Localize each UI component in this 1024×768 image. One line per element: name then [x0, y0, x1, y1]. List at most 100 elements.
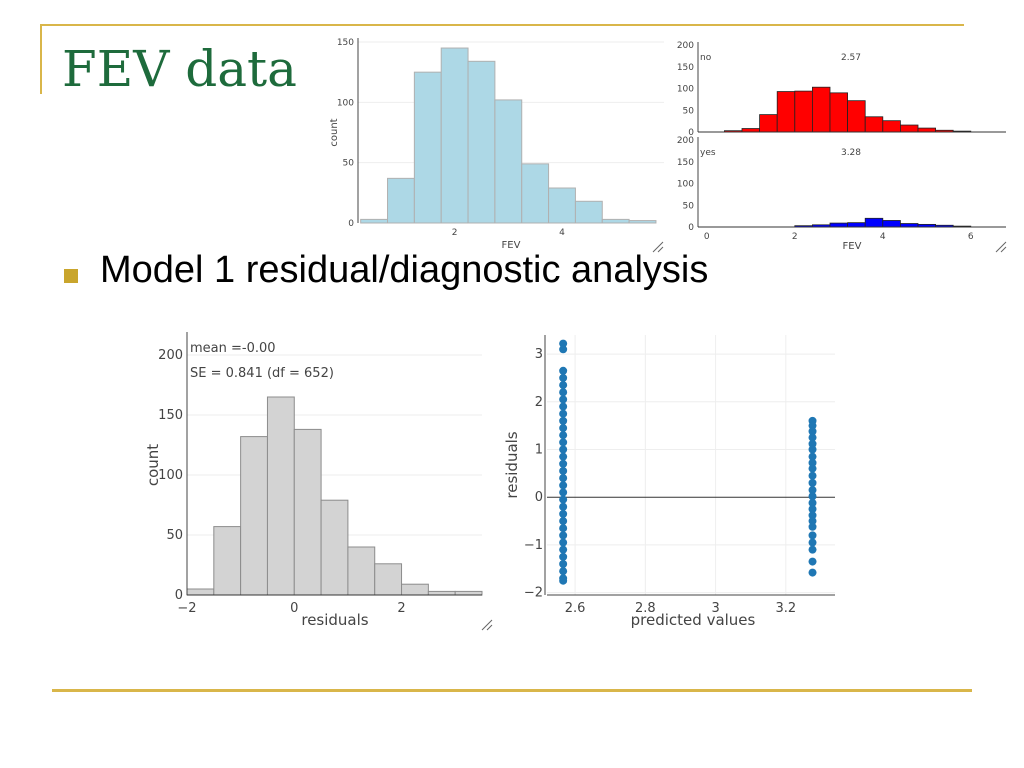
- fev-by-smoke-chart: 0 50 100 150 200 no 2.57 0 50 100 150 200 yes 3.28 0 2 4…: [677, 41, 1007, 253]
- scatter-point: [808, 452, 817, 461]
- y-tick-label: 0: [175, 588, 183, 603]
- x-tick-label: 0: [290, 601, 298, 616]
- scatter-point: [808, 557, 817, 566]
- histogram-bar: [899, 124, 919, 133]
- y-tick-label: 200: [677, 136, 694, 146]
- histogram-bar: [829, 92, 849, 133]
- scatter-point: [559, 373, 568, 382]
- scatter-point: [559, 431, 568, 440]
- y-tick-label: 50: [343, 159, 355, 169]
- y-tick-label: 0: [688, 128, 694, 138]
- scatter-point: [559, 345, 568, 354]
- x-tick-label: 6: [968, 232, 974, 242]
- x-tick-label: 2.8: [635, 601, 656, 616]
- scatter-point: [559, 552, 568, 561]
- y-tick-label: 200: [158, 348, 183, 363]
- annotation-se: SE = 0.841 (df = 652): [190, 366, 334, 381]
- x-tick-label: 3: [711, 601, 719, 616]
- histogram-bar: [401, 583, 429, 596]
- scatter-point: [559, 366, 568, 375]
- histogram-bar: [440, 47, 469, 224]
- scatter-point: [559, 452, 568, 461]
- histogram-bar: [467, 60, 496, 224]
- histogram-bar: [293, 428, 322, 596]
- x-tick-label: −2: [177, 601, 196, 616]
- scatter-point: [808, 517, 817, 526]
- bullet-text: Model 1 residual/diagnostic analysis: [100, 249, 709, 291]
- scatter-point: [808, 433, 817, 442]
- histogram-bar: [759, 114, 778, 133]
- panel-label: yes: [700, 148, 716, 158]
- y-tick-label: 150: [677, 63, 694, 73]
- scatter-point: [559, 488, 568, 497]
- histogram-bar: [494, 99, 523, 224]
- scatter-point: [808, 427, 817, 436]
- histogram-bar: [847, 100, 866, 133]
- bullet-marker: [64, 269, 78, 283]
- y-axis-label: residuals: [503, 431, 521, 498]
- histogram-bar: [360, 218, 389, 224]
- y-tick-label: 150: [677, 158, 694, 168]
- scatter-point: [559, 388, 568, 397]
- resize-handle-icon: [995, 241, 1007, 253]
- scatter-point: [808, 531, 817, 540]
- y-axis-label: count: [329, 118, 340, 146]
- scatter-point: [808, 445, 817, 454]
- scatter-point: [808, 522, 817, 531]
- scatter-point: [559, 416, 568, 425]
- panel-label: no: [700, 53, 712, 63]
- x-tick-label: 2: [792, 232, 798, 242]
- histogram-bar: [387, 177, 415, 224]
- histogram-bar: [320, 499, 349, 596]
- scatter-point: [808, 464, 817, 473]
- histogram-bar: [829, 222, 849, 228]
- y-tick-label: 50: [683, 201, 695, 211]
- histogram-bar: [266, 396, 295, 596]
- resize-handle-icon: [481, 619, 493, 631]
- y-tick-label: 50: [166, 528, 183, 543]
- histogram-bar: [347, 546, 376, 596]
- fev-histogram-chart: 0 50 100 150 2 4 FEV count: [329, 38, 664, 253]
- histogram-bar: [548, 187, 576, 224]
- bottom-rule: [52, 689, 972, 692]
- resize-handle-icon: [652, 241, 664, 253]
- scatter-point: [808, 538, 817, 547]
- x-axis-label: FEV: [843, 241, 862, 252]
- histogram-bar: [899, 223, 919, 228]
- y-tick-label: 150: [337, 38, 354, 48]
- histogram-bar: [864, 217, 884, 228]
- y-tick-label: 1: [535, 442, 543, 457]
- scatter-point: [559, 459, 568, 468]
- scatter-point: [559, 538, 568, 547]
- scatter-point: [808, 492, 817, 501]
- y-tick-label: 100: [677, 180, 694, 190]
- y-tick-label: 150: [158, 408, 183, 423]
- y-tick-label: 0: [688, 223, 694, 233]
- y-axis-label: count: [144, 444, 162, 486]
- scatter-point: [559, 559, 568, 568]
- histogram-bar: [240, 436, 268, 596]
- histogram-bar: [882, 220, 901, 228]
- histogram-bar: [794, 90, 813, 133]
- scatter-point: [559, 339, 568, 348]
- y-tick-label: 100: [677, 85, 694, 95]
- histogram-bar: [521, 163, 550, 224]
- y-tick-label: 100: [337, 98, 354, 108]
- scatter-point: [808, 498, 817, 507]
- histogram-bar: [454, 590, 483, 596]
- annotation-mean: mean =-0.00: [190, 341, 276, 356]
- top-rule: [40, 24, 964, 26]
- y-tick-label: 0: [535, 490, 543, 505]
- scatter-point: [559, 445, 568, 454]
- scatter-point: [559, 567, 568, 576]
- scatter-point: [559, 502, 568, 511]
- y-tick-label: 200: [677, 41, 694, 51]
- histogram-bar: [741, 128, 761, 133]
- x-tick-label: 3.2: [775, 601, 796, 616]
- y-tick-label: −1: [524, 538, 543, 553]
- scatter-point: [808, 421, 817, 430]
- scatter-point: [559, 495, 568, 504]
- x-axis-label: predicted values: [631, 611, 756, 629]
